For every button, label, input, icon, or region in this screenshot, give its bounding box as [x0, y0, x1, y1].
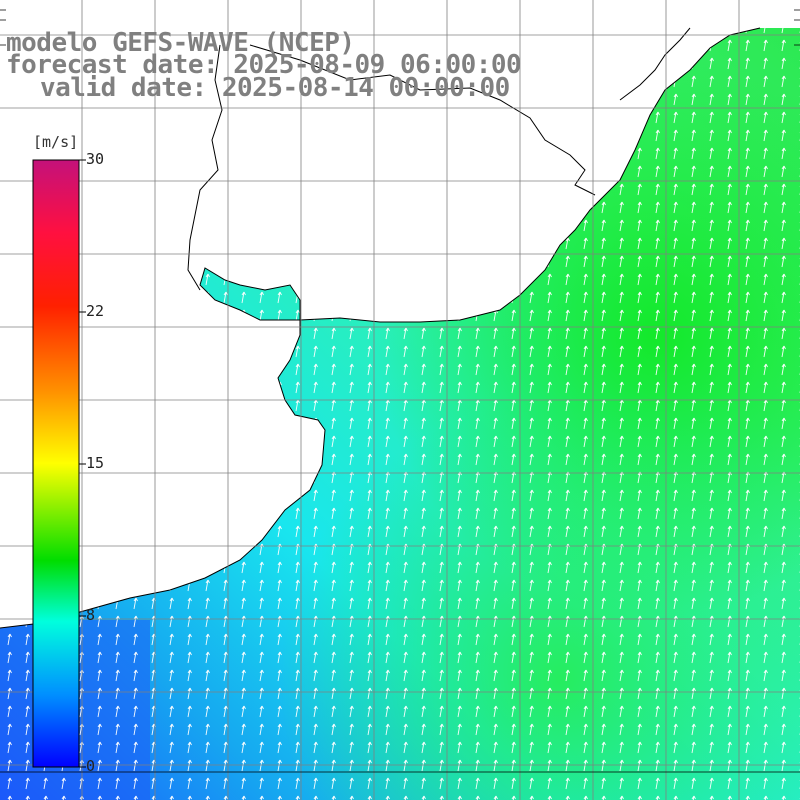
colorbar-tick-30: 30: [86, 150, 105, 168]
colorbar-tick-8: 8: [86, 606, 96, 624]
title-valid-date: valid date: 2025-08-14 00:00:00: [40, 73, 510, 103]
colorbar-tick-22: 22: [86, 302, 105, 320]
coastline: [0, 27, 761, 629]
colorbar-unit-label: [m/s]: [33, 133, 79, 151]
title-forecast-date: forecast date: 2025-08-09 06:00:00: [6, 50, 522, 80]
colorbar: [32, 159, 86, 768]
colorbar-tick-15: 15: [86, 454, 105, 472]
title-model: modelo GEFS-WAVE (NCEP): [6, 28, 355, 58]
colorbar-tick-0: 0: [86, 757, 96, 775]
